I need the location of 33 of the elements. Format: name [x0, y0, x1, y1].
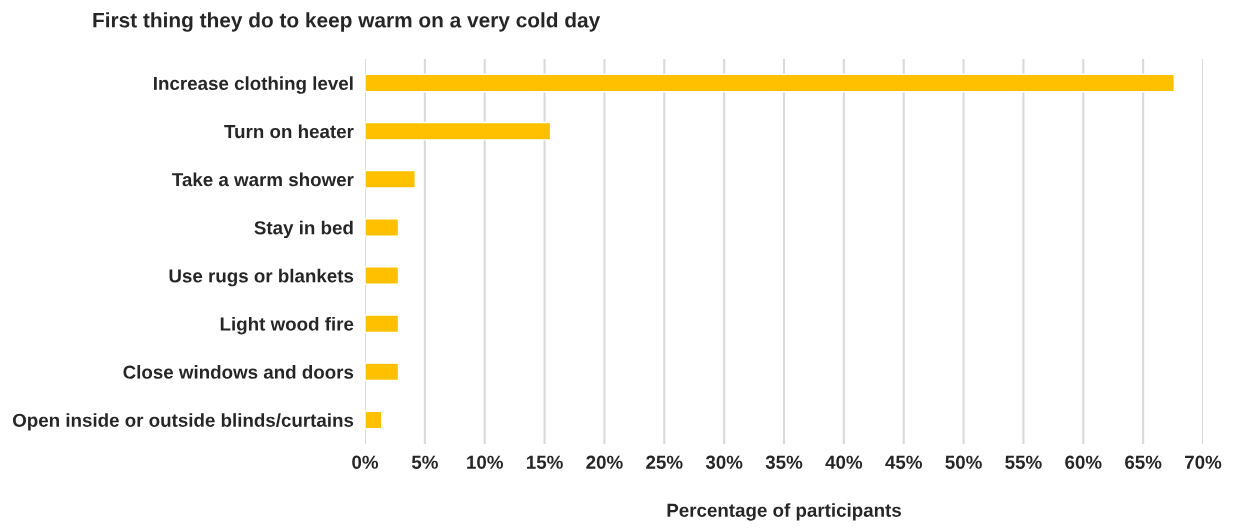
x-tick-label: 30%	[705, 455, 743, 469]
bar	[365, 362, 400, 382]
x-tick-label: 15%	[526, 455, 563, 469]
x-tick-label: 0%	[352, 455, 379, 469]
y-tick-label: Close windows and doors	[123, 365, 354, 379]
bar	[365, 266, 400, 285]
y-tick-label: Open inside or outside blinds/curtains	[12, 413, 354, 431]
bar	[365, 314, 400, 334]
bar	[365, 73, 1175, 93]
y-tick-label: Take a warm shower	[172, 172, 354, 187]
chart-title: First thing they do to keep warm on a very cold day	[93, 12, 601, 32]
x-tick-label: 50%	[945, 455, 982, 469]
bar	[365, 218, 400, 237]
y-tick-label: Increase clothing level	[154, 76, 353, 94]
y-tick-label: Turn on heater	[224, 124, 354, 139]
x-tick-label: 55%	[1005, 455, 1042, 469]
x-tick-label: 40%	[825, 455, 863, 469]
x-tick-label: 35%	[765, 455, 803, 469]
y-tick-label: Light wood fire	[220, 316, 354, 335]
x-tick-label: 70%	[1185, 455, 1222, 469]
x-tick-label: 25%	[646, 455, 683, 469]
y-tick-label: Use rugs or blankets	[169, 268, 354, 287]
x-tick-label: 20%	[586, 455, 623, 469]
x-tick-label: 5%	[411, 455, 438, 469]
x-tick-label: 45%	[885, 455, 922, 469]
x-tick-label: 60%	[1065, 455, 1102, 469]
bar	[365, 169, 416, 189]
x-axis-title: Percentage of participants	[667, 503, 901, 521]
bar	[365, 121, 552, 141]
bar	[365, 410, 383, 430]
x-tick-label: 65%	[1125, 455, 1162, 469]
x-tick-label: 10%	[467, 455, 503, 469]
y-tick-label: Stay in bed	[254, 220, 353, 239]
